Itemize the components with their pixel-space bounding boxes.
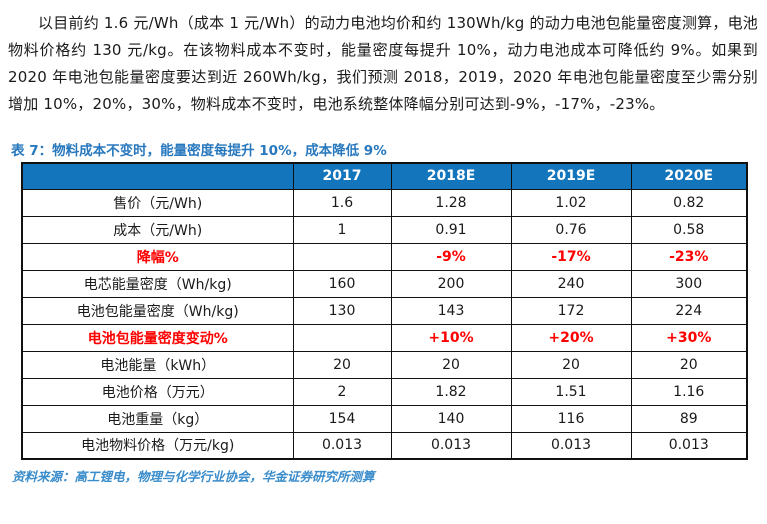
row-label: 降幅% — [21, 242, 294, 271]
report-page: 以目前约 1.6 元/Wh（成本 1 元/Wh）的动力电池均价和约 130Wh/… — [0, 10, 767, 524]
table-row: 电芯能量密度（Wh/kg) 160 200 240 300 — [21, 269, 748, 298]
table-cell — [292, 242, 392, 271]
table-cell: 143 — [390, 296, 512, 325]
table-row: 售价（元/Wh) 1.6 1.28 1.02 0.82 — [21, 188, 748, 217]
table-cell: -9% — [390, 242, 512, 271]
row-label: 电池包能量密度（Wh/kg) — [21, 296, 294, 325]
table-cell: 130 — [292, 296, 392, 325]
table-cell: 1.02 — [510, 188, 632, 217]
table-cell: 0.82 — [630, 188, 748, 217]
row-label: 成本（元/Wh) — [21, 215, 294, 244]
table-cell: 160 — [292, 269, 392, 298]
table-row: 电池能量（kWh） 20 20 20 20 — [21, 350, 748, 379]
table-cell: 89 — [630, 404, 748, 433]
row-label: 电池包能量密度变动% — [21, 323, 294, 352]
table-cell: 0.91 — [390, 215, 512, 244]
table-cell: 0.013 — [390, 431, 512, 460]
table-body: 售价（元/Wh) 1.6 1.28 1.02 0.82 成本（元/Wh) 1 0.91 0.76… — [21, 188, 748, 460]
table-cell — [292, 323, 392, 352]
table-cell: 0.58 — [630, 215, 748, 244]
table-cell: -17% — [510, 242, 632, 271]
table-title: 表 7：物料成本不变时，能量密度每提升 10%，成本降低 9% — [11, 143, 387, 159]
table-cell: 224 — [630, 296, 748, 325]
table-cell: +20% — [510, 323, 632, 352]
table-cell: -23% — [630, 242, 748, 271]
table-row: 电池物料价格（万元/kg) 0.013 0.013 0.013 0.013 — [21, 431, 748, 460]
column-header: 2020E — [630, 162, 748, 190]
table-header: 2017 2018E 2019E 2020E — [21, 162, 748, 190]
table-cell: 20 — [630, 350, 748, 379]
table-cell: 200 — [390, 269, 512, 298]
table-cell: 154 — [292, 404, 392, 433]
corner-cell — [21, 162, 294, 190]
body-paragraph: 以目前约 1.6 元/Wh（成本 1 元/Wh）的动力电池均价和约 130Wh/… — [8, 14, 758, 113]
column-header: 2017 — [292, 162, 392, 190]
row-label: 电芯能量密度（Wh/kg) — [21, 269, 294, 298]
row-label: 电池能量（kWh） — [21, 350, 294, 379]
column-header: 2018E — [390, 162, 512, 190]
table-cell: 116 — [510, 404, 632, 433]
row-label: 电池价格（万元） — [21, 377, 294, 406]
table-cell: 0.013 — [630, 431, 748, 460]
data-table: 2017 2018E 2019E 2020E 售价（元/Wh) 1.6 1.28 1.02 0… — [21, 162, 748, 460]
table-cell: +10% — [390, 323, 512, 352]
table-cell: 2 — [292, 377, 392, 406]
table-cell: 1.6 — [292, 188, 392, 217]
table-cell: 300 — [630, 269, 748, 298]
row-label: 电池重量（kg） — [21, 404, 294, 433]
table-cell: 20 — [390, 350, 512, 379]
table-cell: +30% — [630, 323, 748, 352]
row-label: 售价（元/Wh) — [21, 188, 294, 217]
table-cell: 20 — [292, 350, 392, 379]
table-row: 降幅% -9% -17% -23% — [21, 242, 748, 271]
table-row: 电池价格（万元） 2 1.82 1.51 1.16 — [21, 377, 748, 406]
table-cell: 0.76 — [510, 215, 632, 244]
table-cell: 1.28 — [390, 188, 512, 217]
row-label: 电池物料价格（万元/kg) — [21, 431, 294, 460]
table-cell: 1.51 — [510, 377, 632, 406]
table-cell: 0.013 — [292, 431, 392, 460]
table-cell: 1.16 — [630, 377, 748, 406]
column-header: 2019E — [510, 162, 632, 190]
table-cell: 20 — [510, 350, 632, 379]
table-cell: 1.82 — [390, 377, 512, 406]
table-cell: 0.013 — [510, 431, 632, 460]
table-cell: 1 — [292, 215, 392, 244]
table-row: 电池包能量密度变动% +10% +20% +30% — [21, 323, 748, 352]
header-row: 2017 2018E 2019E 2020E — [21, 162, 748, 190]
table-cell: 172 — [510, 296, 632, 325]
table-row: 成本（元/Wh) 1 0.91 0.76 0.58 — [21, 215, 748, 244]
table-cell: 240 — [510, 269, 632, 298]
table-row: 电池重量（kg） 154 140 116 89 — [21, 404, 748, 433]
table-row: 电池包能量密度（Wh/kg) 130 143 172 224 — [21, 296, 748, 325]
table-cell: 140 — [390, 404, 512, 433]
source-note: 资料来源：高工锂电，物理与化学行业协会，华金证券研究所测算 — [12, 469, 375, 484]
